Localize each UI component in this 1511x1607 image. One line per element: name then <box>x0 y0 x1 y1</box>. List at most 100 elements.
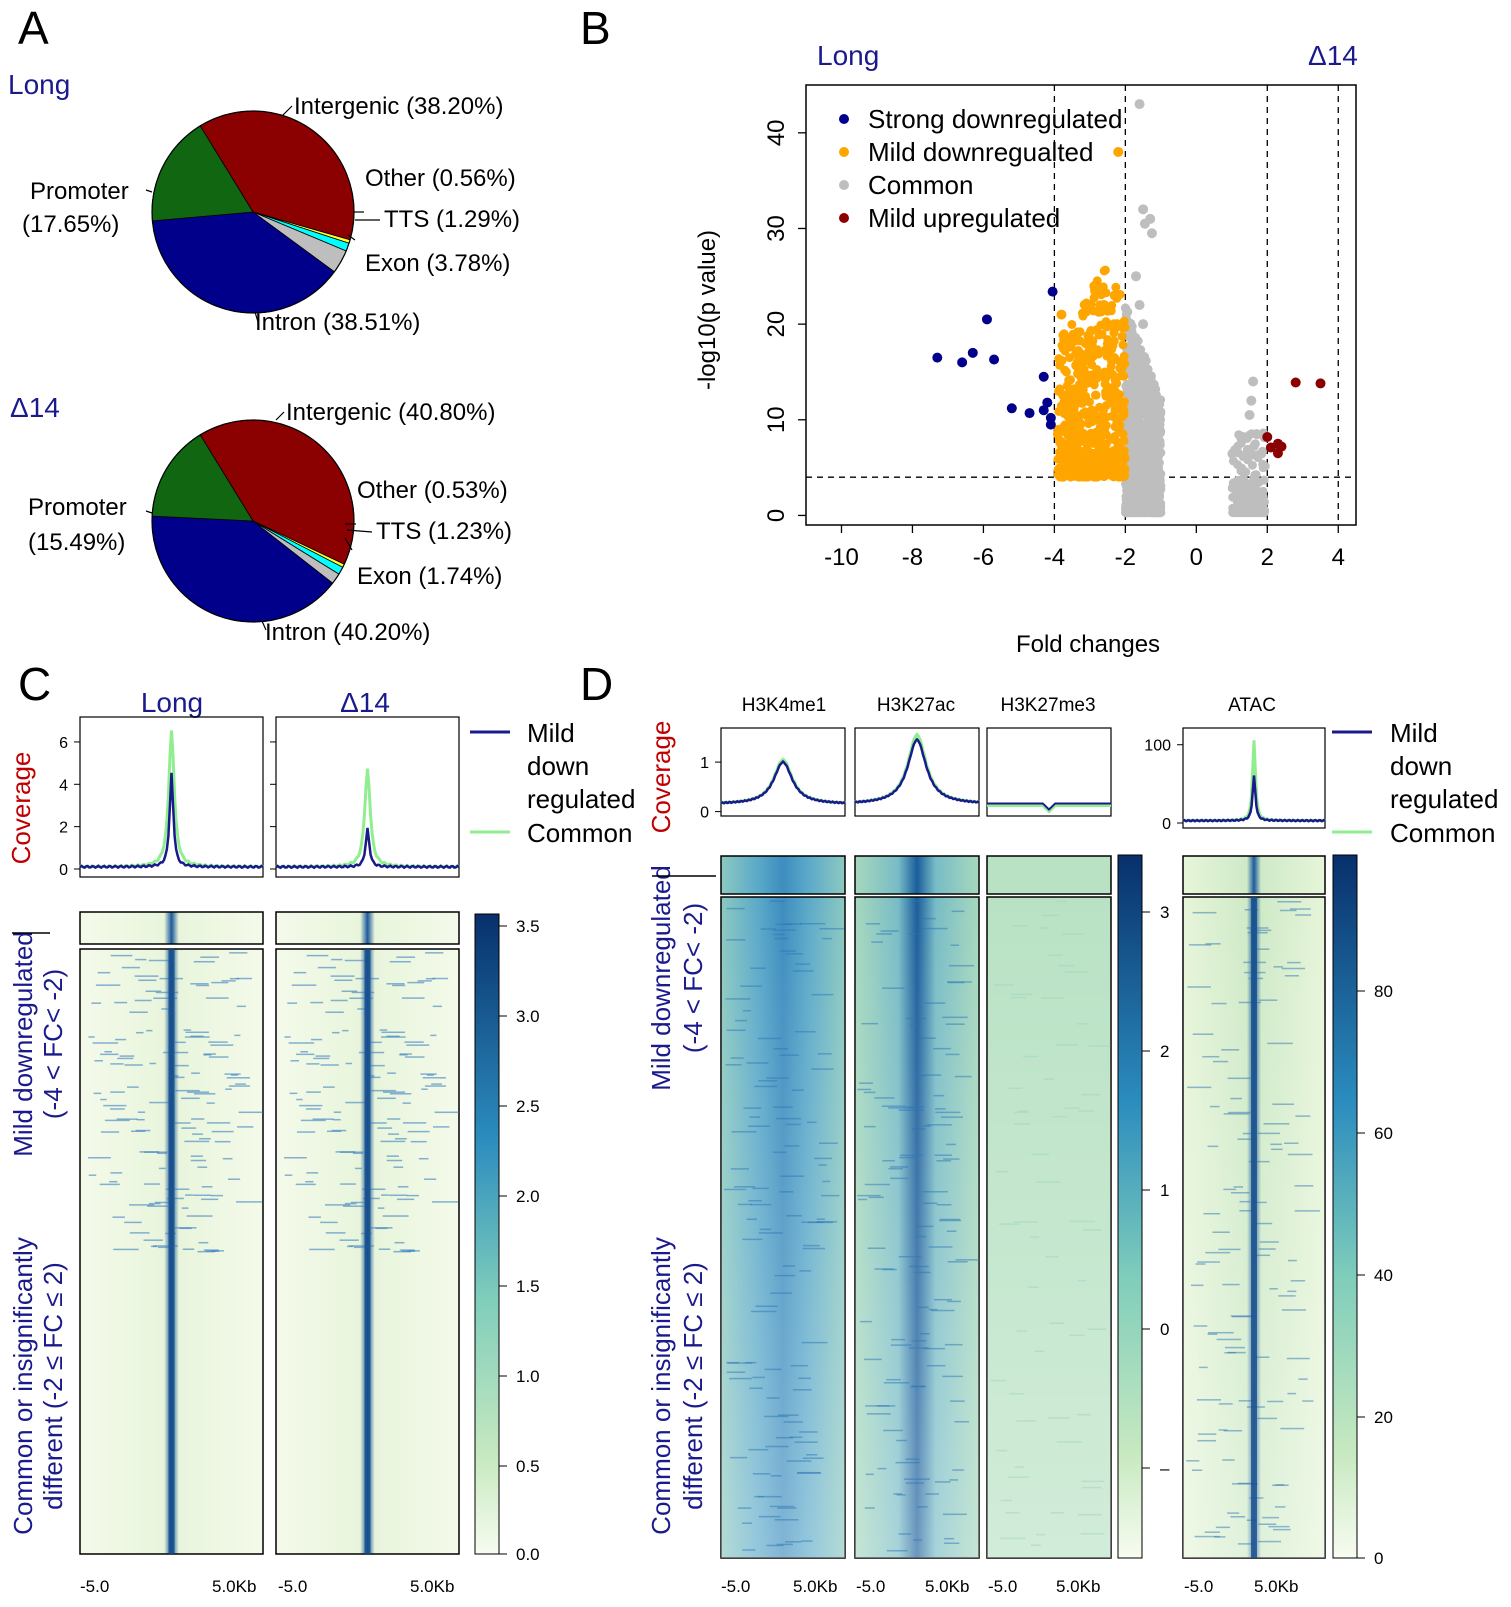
d-group-common: Common or insignificantly <box>646 1237 676 1535</box>
c-heatmap-speckle <box>311 1038 323 1041</box>
d-heatmap-speckle <box>1272 1528 1291 1531</box>
d-heatmap-speckle <box>895 1461 920 1464</box>
c-heatmap-speckle <box>399 1053 412 1055</box>
d-heatmap-speckle <box>773 1048 789 1050</box>
volcano-mild-down-point <box>1056 401 1066 411</box>
c-heatmap-speckle <box>392 984 406 987</box>
d-heatmap-speckle <box>1237 1543 1255 1545</box>
d-heatmap-speckle <box>947 1261 968 1263</box>
d-heatmap-speckle <box>748 1200 762 1202</box>
c-heatmap-speckle <box>370 1122 387 1124</box>
c-heatmap-speckle <box>224 1073 241 1075</box>
c-heatmap-speckle <box>378 1248 391 1250</box>
c-heatmap-speckle <box>308 1216 321 1218</box>
d-heatmap-speckle <box>742 1549 756 1551</box>
d-heatmap-speckle <box>911 1340 927 1342</box>
d-heatmap-speckle <box>1014 1466 1025 1468</box>
c-heatmap-speckle <box>305 1180 314 1183</box>
c-heatmap-speckle <box>149 1101 172 1104</box>
c-heatmap-speckle <box>100 1131 120 1133</box>
d-heatmap-speckle <box>782 923 803 925</box>
d-heatmap-speckle <box>1294 1185 1314 1187</box>
d-heatmap-speckle <box>1271 1148 1283 1151</box>
c-heatmap-speckle <box>354 1167 362 1170</box>
d-heatmap-speckle <box>766 1077 789 1079</box>
d-heatmap-speckle <box>1247 931 1268 934</box>
volcano-mild-down-point <box>1064 469 1074 479</box>
c-title-d14: Δ14 <box>340 687 390 718</box>
d-heatmap-speckle <box>742 1010 751 1012</box>
d-heatmap-speckle <box>1269 1288 1278 1290</box>
d-heatmap-speckle <box>1287 1392 1297 1395</box>
d-group-mild: Mild downregulated <box>646 865 676 1090</box>
c-heatmap-speckle <box>179 1227 192 1230</box>
c-heatmap-speckle <box>389 1093 412 1095</box>
d-row-group-labels: Mild downregulated (-4 < FC< -2) Common … <box>646 865 708 1535</box>
c-heatmap-speckle <box>299 1104 323 1107</box>
d-colorbar-histone-ticks: 3 2 1 0 – <box>1160 903 1170 1478</box>
c-heatmap-speckle <box>95 984 121 986</box>
volcano-mild-down-point <box>1092 364 1102 374</box>
d-heatmap-speckle <box>945 1053 960 1056</box>
d-heatmap-speckle <box>947 981 972 983</box>
d-heatmap-speckle <box>949 1400 965 1402</box>
d-heatmap-speckle <box>811 1068 834 1070</box>
d-heatmap-speckle <box>942 1375 963 1378</box>
panel-label-d: D <box>580 658 613 710</box>
c-heatmap-speckle <box>200 956 220 958</box>
c-heatmap-speckle <box>353 1152 363 1155</box>
d-profile-common-line <box>987 803 1111 814</box>
d-heatmap-speckle <box>904 1478 931 1480</box>
c-heatmap-speckle <box>203 1053 216 1055</box>
d-heatmap-speckle <box>917 1306 929 1309</box>
d-profile-mild-line <box>854 737 980 804</box>
c-heatmap-speckle <box>221 980 236 982</box>
volcano-strong-point <box>1042 397 1053 408</box>
volcano-mild-down-point <box>1065 375 1075 385</box>
d-heatmap-speckle <box>1031 1153 1050 1156</box>
d-heatmap-speckle <box>1202 1055 1220 1058</box>
pie-d14-title: Δ14 <box>10 392 60 423</box>
c-heatmap-speckle <box>300 1119 326 1122</box>
c-heatmap-speckle <box>306 1063 320 1065</box>
volcano-ytick-label: 10 <box>763 406 790 433</box>
d-heatmap-speckle <box>727 1362 753 1364</box>
pie-label-exon: Exon (1.74%) <box>357 563 502 590</box>
d-profile-ytick-label: 100 <box>1144 738 1171 755</box>
c-heatmap-speckle <box>312 1118 334 1120</box>
panel-label-c: C <box>18 658 51 710</box>
d-heatmap-speckle <box>782 1265 796 1267</box>
d-heatmap-speckle <box>1048 954 1063 957</box>
volcano-common-point <box>1146 228 1157 239</box>
d-heatmap-speckle <box>1203 1212 1221 1215</box>
c-profile-common-line <box>79 730 264 870</box>
c-heatmap-speckle <box>162 1051 189 1054</box>
d-heatmap-speckle <box>806 1121 817 1124</box>
d-heatmap-speckle <box>1008 1393 1025 1395</box>
d-heatmap-speckle <box>1056 1441 1082 1443</box>
c-heatmap-speckle <box>420 1073 437 1075</box>
d-heatmap-speckle <box>1081 1480 1105 1483</box>
c-heatmap-speckle <box>152 1245 178 1247</box>
d-heatmap-speckle <box>865 1473 874 1476</box>
c-heatmap-speckle <box>184 1140 210 1143</box>
d-heatmap-speckle <box>803 1244 820 1247</box>
c-group-common-fc: different (-2 ≤ FC ≤ 2) <box>38 1262 68 1510</box>
d-heatmap-speckle <box>864 1358 882 1361</box>
d-heatmap-speckle <box>898 1255 922 1258</box>
c-heatmap-speckle <box>183 1029 192 1031</box>
c-heatmap-speckle <box>149 1062 157 1065</box>
volcano-title-right: Δ14 <box>1308 40 1358 71</box>
c-profile-mild-line <box>275 827 460 870</box>
d-heatmap-speckle <box>912 1128 926 1130</box>
d-heatmap-speckle <box>946 1230 957 1232</box>
c-heatmap-speckle <box>222 1157 233 1160</box>
d-heatmap-speckle <box>994 984 1014 986</box>
d-heatmap-speckle <box>759 1228 772 1231</box>
c-heatmap-speckle <box>92 1042 119 1044</box>
d-cbar-80: 80 <box>1374 982 1393 1001</box>
d-heatmap-speckle <box>766 1397 780 1399</box>
c-heatmap-speckle <box>124 1064 143 1066</box>
c-heatmap-speckle <box>110 954 133 957</box>
d-heatmap-speckle <box>940 1116 963 1118</box>
